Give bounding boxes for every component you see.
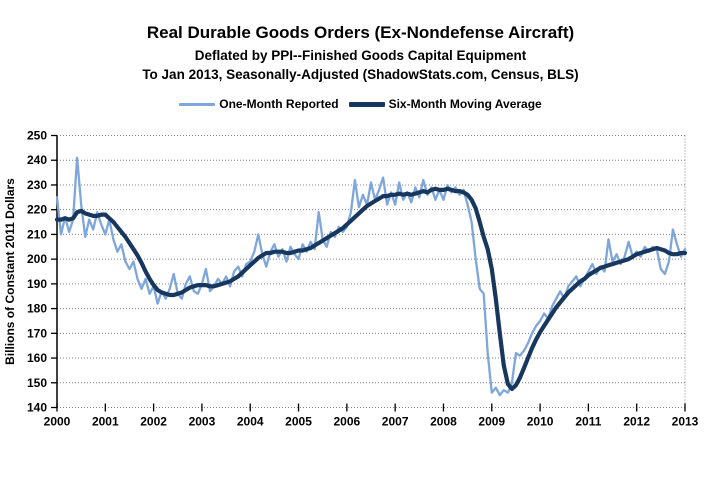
x-tick-label: 2010: [527, 415, 554, 429]
y-tick-label: 150: [27, 376, 47, 390]
y-tick-label: 210: [27, 227, 47, 241]
one-month-line-swatch-icon: [179, 102, 216, 106]
y-tick-label: 250: [27, 129, 47, 143]
x-tick-label: 2006: [333, 415, 360, 429]
y-tick-label: 200: [27, 252, 47, 266]
legend-item-six-month: Six-Month Moving Average: [348, 97, 542, 111]
axes: [51, 134, 686, 412]
y-tick-label: 160: [27, 351, 47, 365]
y-axis-title: Billions of Constant 2011 Dollars: [3, 178, 17, 365]
x-tick-label: 2000: [44, 415, 71, 429]
y-tick-label: 180: [27, 302, 47, 316]
x-tick-label: 2004: [237, 415, 264, 429]
y-tick-label: 190: [27, 277, 47, 291]
x-tick-label: 2003: [189, 415, 216, 429]
chart-subtitle-1: Deflated by PPI--Finished Goods Capital …: [194, 48, 527, 63]
gridlines: [57, 135, 686, 408]
chart-legend: One-Month Reported Six-Month Moving Aver…: [0, 97, 721, 111]
x-tick-label: 2012: [623, 415, 650, 429]
legend-label-six-month: Six-Month Moving Average: [388, 97, 542, 111]
y-tick-label: 240: [27, 153, 47, 167]
y-tick-label: 140: [27, 401, 47, 415]
x-tick-label: 2013: [672, 415, 699, 429]
chart-header: Real Durable Goods Orders (Ex-Nondefense…: [0, 22, 721, 84]
legend-item-one-month: One-Month Reported: [179, 97, 339, 111]
y-tick-label: 170: [27, 326, 47, 340]
series-line-one-month-reported: [55, 156, 687, 397]
chart-subtitle-2: To Jan 2013, Seasonally-Adjusted (Shadow…: [142, 67, 579, 82]
x-tick-label: 2009: [478, 415, 505, 429]
y-axis-tick-labels: 140 150 160 170 180 190 200 210 220 230 240 250: [27, 129, 47, 415]
series-line-six-month-moving-average: [54, 186, 688, 392]
x-tick-label: 2011: [575, 415, 601, 429]
legend-label-one-month: One-Month Reported: [219, 97, 339, 111]
y-tick-label: 230: [27, 178, 47, 192]
y-tick-label: 220: [27, 203, 47, 217]
x-axis-tick-labels: 2000 2001 2002 2003 2004 2005 2006 2007 2008 2009…: [44, 415, 699, 429]
chart-title: Real Durable Goods Orders (Ex-Nondefense…: [146, 23, 575, 42]
x-tick-label: 2007: [382, 415, 409, 429]
x-tick-label: 2008: [430, 415, 457, 429]
six-month-line-swatch-icon: [348, 101, 385, 107]
x-tick-label: 2001: [92, 415, 119, 429]
x-tick-label: 2005: [285, 415, 312, 429]
x-tick-label: 2002: [140, 415, 167, 429]
